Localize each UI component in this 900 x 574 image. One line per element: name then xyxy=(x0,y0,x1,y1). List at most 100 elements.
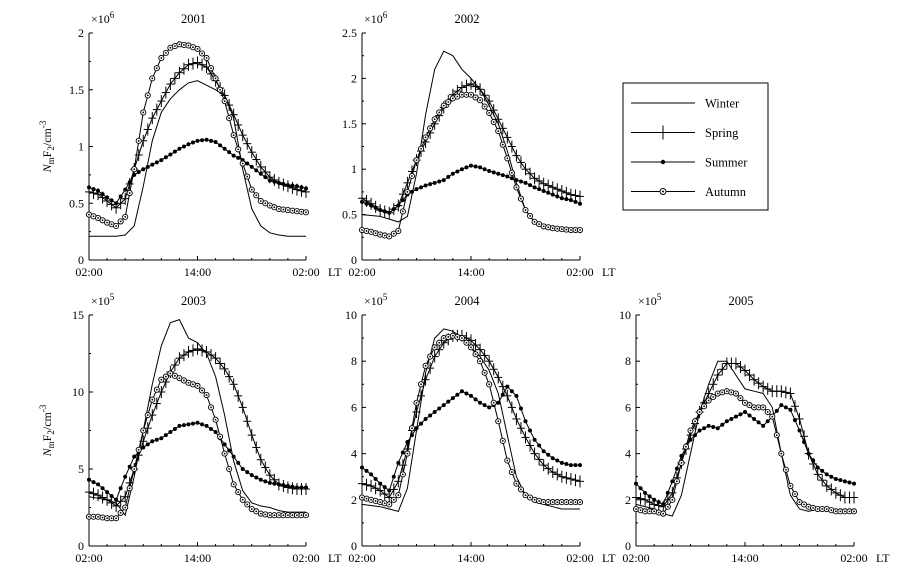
autumn-marker-center xyxy=(707,399,710,402)
x-unit-label: LT xyxy=(328,265,342,279)
autumn-marker-center xyxy=(291,514,294,517)
autumn-marker-center xyxy=(635,508,637,510)
legend-label: Summer xyxy=(705,156,748,170)
summer-marker xyxy=(432,410,437,415)
autumn-marker-center xyxy=(479,360,481,363)
autumn-marker-center xyxy=(374,500,377,502)
summer-marker xyxy=(209,426,214,431)
y-tick-label: 0 xyxy=(351,539,357,553)
autumn-marker-center xyxy=(250,188,253,191)
autumn-marker-center xyxy=(142,111,145,114)
x-tick-label: 02:00 xyxy=(840,551,867,565)
autumn-marker-center xyxy=(483,105,486,108)
summer-marker xyxy=(263,175,268,180)
autumn-marker-center xyxy=(735,392,737,395)
scale-base: ×10 xyxy=(364,294,383,308)
summer-marker xyxy=(100,486,105,491)
autumn-marker-center xyxy=(465,93,468,96)
autumn-marker-center xyxy=(201,389,203,392)
summer-marker xyxy=(450,171,455,176)
autumn-marker-center xyxy=(115,225,118,227)
autumn-marker-center xyxy=(151,398,154,401)
summer-marker xyxy=(254,475,259,480)
summer-marker xyxy=(573,463,578,468)
autumn-marker-center xyxy=(388,503,391,506)
summer-marker xyxy=(204,423,209,428)
summer-marker xyxy=(550,456,555,461)
autumn-marker-center xyxy=(178,43,181,46)
summer-marker xyxy=(688,437,693,442)
summer-marker xyxy=(396,460,401,465)
summer-marker xyxy=(245,470,250,475)
summer-marker xyxy=(729,416,734,421)
y-tick-label: 2 xyxy=(351,71,357,85)
y-axis-label-part: /cm xyxy=(40,127,54,146)
panel-title: 2001 xyxy=(181,12,206,26)
autumn-marker-center xyxy=(479,99,481,102)
autumn-marker-center xyxy=(570,501,572,504)
summer-marker xyxy=(482,167,487,172)
autumn-marker-center xyxy=(110,223,113,226)
autumn-marker-center xyxy=(101,516,104,519)
x-tick-label: 14:00 xyxy=(184,551,211,565)
y-tick-label: 15 xyxy=(72,308,84,322)
autumn-marker-center xyxy=(825,508,828,510)
autumn-marker-center xyxy=(675,480,678,483)
summer-marker xyxy=(154,160,159,165)
summer-marker xyxy=(267,178,272,183)
autumn-marker-center xyxy=(223,100,226,102)
autumn-marker-center xyxy=(110,517,113,520)
summer-marker xyxy=(123,187,128,192)
autumn-marker-center xyxy=(255,510,258,513)
autumn-marker-center xyxy=(529,496,531,499)
summer-marker xyxy=(455,169,460,174)
summer-marker xyxy=(378,481,383,486)
summer-marker xyxy=(473,397,478,402)
autumn-marker-center xyxy=(119,220,122,223)
autumn-marker-center xyxy=(196,384,199,387)
series-line-winter xyxy=(89,80,306,237)
summer-marker xyxy=(290,484,295,489)
autumn-marker-center xyxy=(671,498,674,501)
summer-marker xyxy=(679,453,684,458)
summer-marker xyxy=(213,430,218,435)
autumn-marker-center xyxy=(447,336,450,338)
panel-2004: 0 2 4 6 8 10 02:00 14:00 02:00 LT ×105 2004 xyxy=(345,292,616,565)
autumn-marker-center xyxy=(379,501,382,504)
autumn-marker-center xyxy=(406,452,409,455)
autumn-marker-center xyxy=(474,353,477,356)
autumn-marker-center xyxy=(192,46,194,49)
summer-marker xyxy=(145,164,150,169)
legend-marker-center xyxy=(662,190,664,193)
autumn-marker-center xyxy=(560,501,563,504)
legend-item-winter: Winter xyxy=(631,97,740,111)
summer-marker xyxy=(459,167,464,172)
summer-marker xyxy=(141,167,146,172)
summer-marker xyxy=(437,179,442,184)
autumn-marker-center xyxy=(232,134,235,137)
autumn-marker-center xyxy=(451,97,454,100)
autumn-marker-center xyxy=(183,379,185,382)
x-unit-label: LT xyxy=(602,551,616,565)
summer-marker xyxy=(469,163,473,168)
scale-factor: ×105 xyxy=(638,292,662,308)
y-tick-label: 10 xyxy=(72,385,84,399)
autumn-marker-center xyxy=(456,95,459,98)
summer-marker xyxy=(450,396,455,401)
x-unit-label: LT xyxy=(876,551,890,565)
summer-marker xyxy=(150,439,155,444)
summer-marker xyxy=(842,479,847,484)
x-tick-label: 02:00 xyxy=(348,265,375,279)
autumn-marker-center xyxy=(689,429,692,432)
series-markers-autumn xyxy=(632,388,858,517)
y-tick-label: 2.5 xyxy=(342,26,357,40)
summer-marker xyxy=(181,144,186,149)
autumn-marker-center xyxy=(515,186,518,189)
summer-marker xyxy=(724,419,729,424)
summer-marker xyxy=(487,169,492,174)
summer-marker xyxy=(378,208,383,213)
scale-exponent: 5 xyxy=(110,292,115,302)
autumn-marker-center xyxy=(848,510,851,513)
autumn-marker-center xyxy=(424,364,427,367)
autumn-marker-center xyxy=(529,215,531,217)
